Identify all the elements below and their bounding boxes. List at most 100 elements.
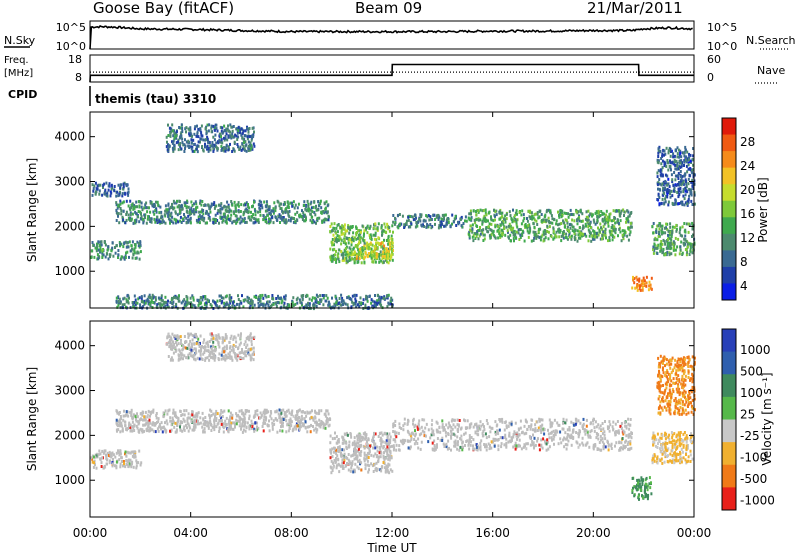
scatter-cell [680,159,683,163]
scatter-cell [205,304,208,308]
scatter-cell [171,345,174,348]
scatter-cell [622,208,625,212]
scatter-cell [121,427,124,431]
scatter-cell [207,203,210,207]
scatter-cell [317,200,320,204]
scatter-cell [658,222,661,225]
scatter-cell [469,209,472,213]
scatter-cell [369,224,372,228]
scatter-cell [183,303,186,307]
scatter-cell [121,201,124,205]
scatter-cell [226,200,229,204]
scatter-cell [129,213,132,217]
scatter-cell [222,136,225,140]
scatter-cell [334,295,337,299]
scatter-cell [383,222,386,226]
scatter-cell [186,298,189,302]
scatter-cell [91,193,94,197]
scatter-cell [416,224,419,228]
scatter-cell [534,212,537,216]
scatter-cell [602,230,605,234]
scatter-cell [219,216,222,220]
scatter-cell [558,230,561,234]
scatter-cell [178,335,181,339]
scatter-cell [372,233,375,237]
scatter-cell [117,299,120,303]
scatter-cell [338,248,341,252]
scatter-cell [212,203,215,206]
scatter-cell [342,252,345,256]
scatter-cell [176,343,178,347]
colorbar-segment [722,233,736,251]
scatter-cell [663,153,665,157]
scatter-cell [455,224,458,227]
scatter-cell [235,218,238,222]
scatter-cell [329,255,332,259]
scatter-cell [280,207,283,211]
scatter-cell [505,212,508,216]
scatter-cell [112,453,115,457]
scatter-cell [295,424,298,428]
scatter-cell [366,255,369,259]
scatter-cell [213,126,216,130]
scatter-cell [198,210,201,214]
scatter-cell [637,284,640,288]
scatter-cell [650,287,653,291]
scatter-cell [623,233,625,237]
scatter-cell [414,217,416,221]
scatter-cell [172,305,175,309]
scatter-cell [288,427,291,430]
scatter-cell [104,188,107,192]
scatter-cell [570,223,573,227]
scatter-cell [190,420,193,424]
scatter-cell [100,465,103,468]
scatter-cell [677,202,680,206]
scatter-cell [658,187,661,191]
scatter-cell [679,228,682,232]
scatter-cell [265,408,268,412]
scatter-cell [322,296,325,300]
scatter-cell [354,253,357,257]
scatter-cell [151,423,154,427]
scatter-cell [289,419,292,423]
scatter-cell [664,186,666,190]
scatter-cell [669,237,672,241]
scatter-cell [209,303,212,306]
scatter-cell [587,239,590,243]
scatter-cell [168,408,171,412]
scatter-cell [99,457,102,461]
scatter-cell [361,249,364,253]
scatter-cell [253,217,256,220]
scatter-cell [107,184,110,188]
scatter-cell [179,208,182,212]
scatter-cell [235,209,238,213]
scatter-cell [657,151,660,155]
scatter-cell [230,213,233,217]
scatter-cell [156,215,159,219]
scatter-cell [177,358,180,362]
scatter-cell [175,219,178,223]
scatter-cell [577,233,580,237]
scatter-cell [95,466,98,470]
scatter-cell [522,213,525,217]
scatter-cell [126,241,129,245]
scatter-cell [115,208,118,212]
scatter-cell [184,144,187,148]
scatter-cell [532,230,535,234]
scatter-cell [374,222,377,226]
scatter-cell [180,221,183,224]
scatter-cell [334,431,336,435]
scatter-cell [181,217,184,221]
scatter-cell [125,427,128,431]
scatter-cell [468,232,471,236]
scatter-cell [661,197,664,201]
scatter-cell [662,183,665,187]
scatter-cell [185,340,188,344]
scatter-cell [291,301,294,305]
scatter-cell [684,148,687,152]
scatter-cell [617,222,620,225]
scatter-cell [125,298,128,302]
scatter-cell [132,465,135,469]
scatter-cell [383,238,385,242]
scatter-cell [471,235,474,239]
